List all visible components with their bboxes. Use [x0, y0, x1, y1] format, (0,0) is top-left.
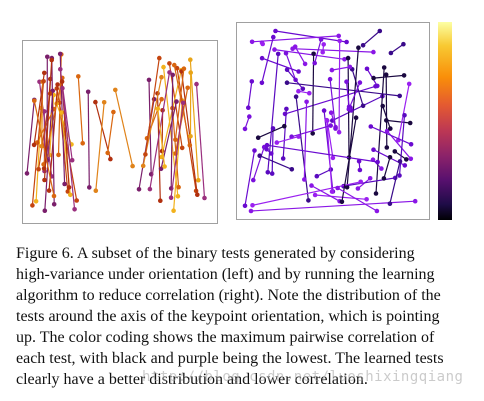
- test-segment: [274, 134, 301, 145]
- test-segment: [387, 159, 403, 206]
- test-segment: [290, 46, 376, 55]
- left-test-plot: [24, 51, 207, 213]
- test-segment: [265, 51, 281, 175]
- test-segment: [292, 44, 308, 67]
- test-segment: [155, 106, 167, 169]
- test-segment: [172, 62, 193, 148]
- test-segment: [280, 106, 289, 161]
- test-segment: [360, 28, 383, 48]
- test-segment: [396, 81, 412, 143]
- test-segment: [259, 34, 276, 86]
- test-segment: [293, 94, 311, 203]
- left-panel-high-variance-tests: [22, 40, 218, 224]
- test-segment: [310, 51, 316, 136]
- test-segment: [168, 100, 186, 200]
- test-segment: [30, 79, 46, 208]
- test-segment: [257, 153, 295, 172]
- test-segment: [302, 99, 309, 182]
- test-segment: [368, 124, 414, 147]
- test-segment: [320, 42, 326, 55]
- test-segment: [346, 80, 363, 112]
- test-segment: [381, 155, 393, 181]
- test-segment: [173, 66, 187, 142]
- correlation-colorbar: [438, 22, 452, 220]
- test-segment: [143, 55, 162, 157]
- caption-line: high-variance under orientation (left) a…: [16, 266, 435, 283]
- test-segment: [383, 72, 390, 150]
- test-segment: [161, 64, 181, 199]
- test-segment: [147, 70, 172, 192]
- caption-line: clearly have a better distribution and l…: [16, 371, 368, 388]
- test-segment: [339, 115, 359, 205]
- right-test-plot: [242, 28, 418, 214]
- right-panel-learned-tests: [236, 22, 430, 220]
- test-segment: [329, 64, 353, 73]
- test-segment: [249, 33, 341, 45]
- test-segment: [146, 77, 154, 177]
- test-segment: [188, 70, 193, 139]
- test-segment: [388, 41, 406, 56]
- test-segment: [33, 105, 44, 204]
- test-segment: [397, 113, 407, 178]
- figure-caption: Figure 6. A subset of the binary tests g…: [16, 243, 474, 390]
- test-segment: [32, 98, 57, 199]
- caption-line: tests around the axis of the keypoint or…: [16, 308, 440, 325]
- test-segment: [250, 179, 363, 208]
- test-segment: [194, 81, 207, 201]
- test-segment: [284, 80, 402, 99]
- test-segment: [179, 69, 200, 197]
- test-segment: [324, 117, 335, 194]
- test-segment: [188, 57, 201, 183]
- test-segment: [296, 88, 312, 96]
- test-segment: [312, 37, 324, 66]
- test-segment: [356, 159, 363, 173]
- test-segment: [42, 57, 54, 183]
- caption-line: each test, with black and purple being t…: [16, 350, 444, 367]
- test-segment: [105, 109, 116, 156]
- test-segment: [380, 103, 393, 131]
- test-segment: [113, 87, 135, 169]
- test-segment: [264, 142, 380, 165]
- test-segment: [242, 114, 252, 132]
- test-segment: [312, 192, 369, 202]
- test-segment: [273, 28, 349, 45]
- test-segment: [336, 38, 342, 135]
- test-segment: [335, 185, 380, 214]
- watermark: http://blog.csdn.net/luoshixingqiang: [142, 369, 464, 385]
- test-segment: [85, 89, 92, 190]
- test-segment: [246, 79, 255, 110]
- test-segment: [242, 148, 257, 209]
- test-segment: [76, 74, 85, 146]
- test-segment: [259, 55, 301, 74]
- caption-line: Figure 6. A subset of the binary tests g…: [16, 245, 415, 262]
- test-segment: [371, 73, 407, 81]
- test-segment: [327, 76, 338, 131]
- test-segment: [392, 149, 409, 162]
- test-segment: [60, 85, 77, 212]
- caption-line: up. The color coding shows the maximum p…: [16, 329, 435, 346]
- test-segment: [284, 67, 306, 92]
- caption-line: algorithm to reduce correlation (right).…: [16, 287, 441, 304]
- test-segment: [344, 45, 361, 190]
- test-segment: [93, 100, 107, 193]
